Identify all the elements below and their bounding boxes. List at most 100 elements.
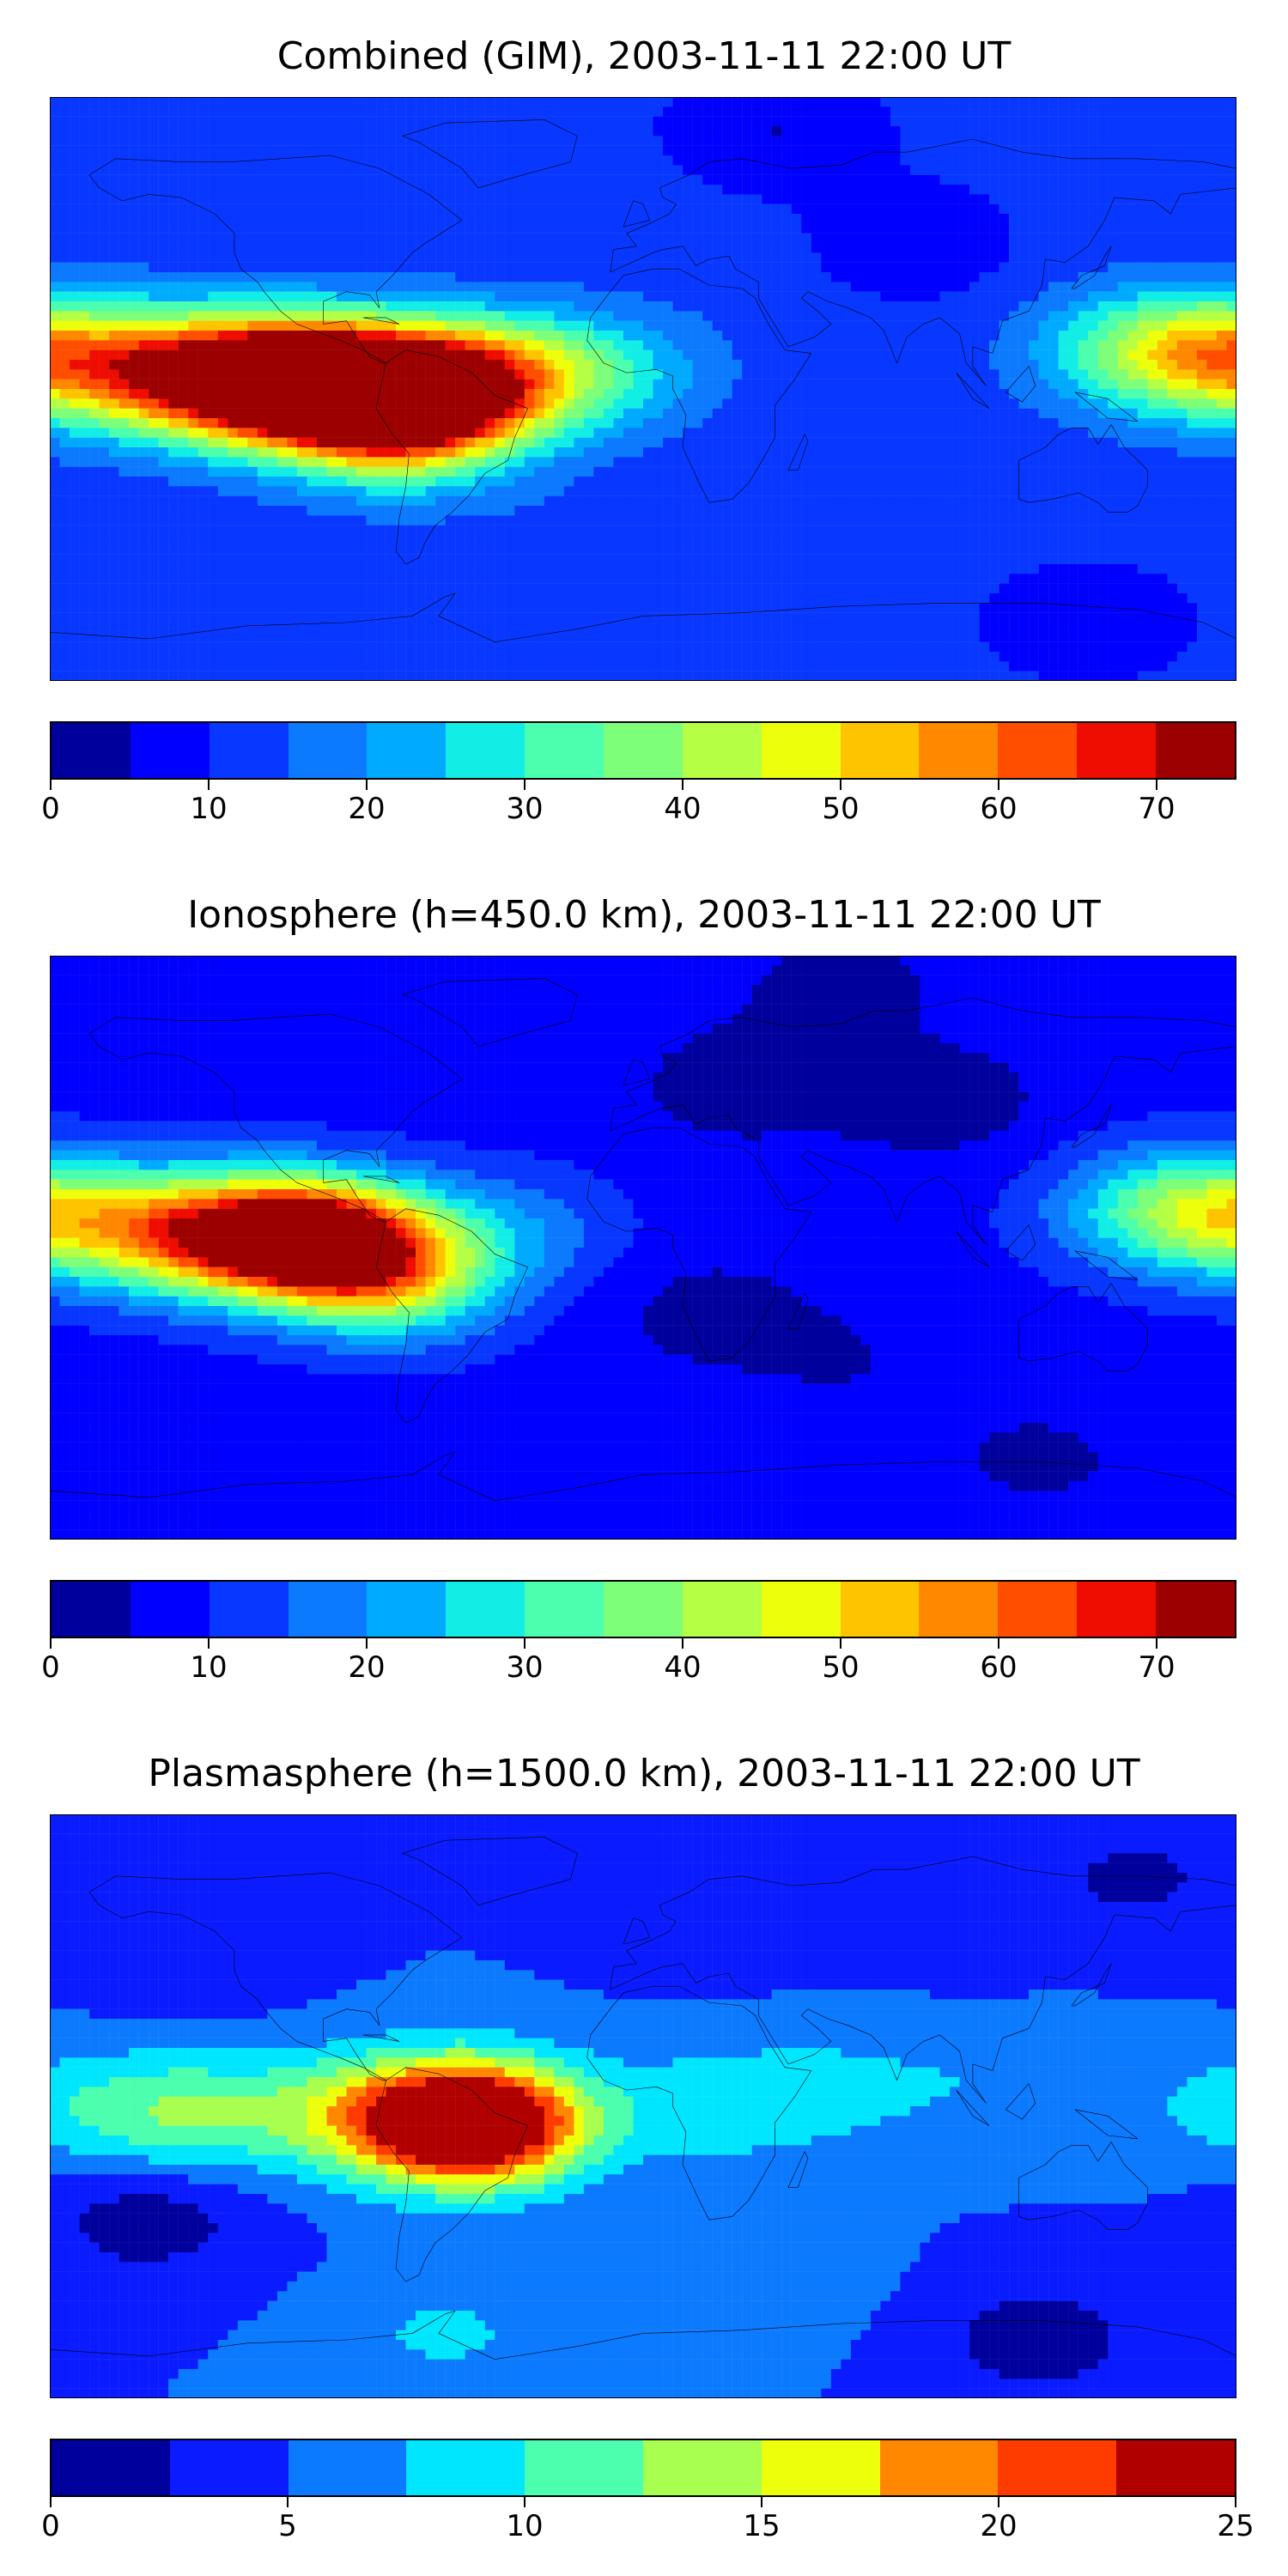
contour-cell bbox=[514, 477, 525, 487]
contour-cell bbox=[1009, 174, 1019, 185]
contour-cell bbox=[1167, 185, 1178, 195]
contour-cell bbox=[307, 291, 318, 302]
contour-cell bbox=[158, 369, 169, 380]
contour-cell bbox=[1038, 486, 1049, 496]
contour-cell bbox=[396, 126, 406, 137]
contour-cell bbox=[287, 214, 298, 224]
contour-cell bbox=[999, 389, 1010, 399]
contour-cell bbox=[692, 349, 703, 361]
contour-cell bbox=[138, 457, 149, 467]
contour-cell bbox=[129, 389, 139, 399]
contour-cell bbox=[197, 408, 209, 419]
contour-cell bbox=[989, 233, 999, 244]
contour-cell bbox=[692, 136, 703, 146]
contour-cell bbox=[979, 291, 990, 302]
contour-cell bbox=[1176, 437, 1188, 448]
contour-cell bbox=[544, 136, 555, 146]
contour-cell bbox=[1127, 477, 1139, 487]
contour-cell bbox=[880, 398, 891, 409]
contour-cell bbox=[405, 243, 416, 253]
contour-cell bbox=[356, 408, 367, 419]
contour-cell bbox=[405, 331, 416, 341]
contour-cell bbox=[149, 97, 159, 107]
contour-cell bbox=[544, 447, 555, 458]
contour-cell bbox=[228, 301, 239, 312]
contour-cell bbox=[158, 447, 169, 458]
contour-cell bbox=[445, 360, 456, 370]
contour-cell bbox=[850, 185, 861, 195]
contour-cell bbox=[1206, 486, 1218, 496]
contour-cell bbox=[821, 185, 832, 195]
contour-cell bbox=[989, 272, 999, 283]
contour-cell bbox=[989, 311, 999, 321]
contour-cell bbox=[1038, 116, 1049, 127]
contour-cell bbox=[1097, 136, 1109, 146]
contour-cell bbox=[534, 136, 545, 146]
contour-cell bbox=[257, 136, 268, 146]
contour-cell bbox=[316, 379, 327, 390]
contour-cell bbox=[672, 495, 683, 507]
contour-cell bbox=[613, 214, 624, 224]
contour-cell bbox=[959, 272, 970, 283]
contour-cell bbox=[841, 301, 852, 312]
contour-cell bbox=[1029, 252, 1039, 263]
contour-cell bbox=[672, 185, 683, 195]
contour-cell bbox=[781, 389, 792, 399]
contour-cell bbox=[1216, 437, 1227, 448]
contour-cell bbox=[366, 340, 377, 350]
contour-cell bbox=[742, 233, 752, 244]
contour-cell bbox=[791, 243, 802, 253]
contour-cell bbox=[445, 252, 456, 263]
contour-cell bbox=[296, 340, 307, 350]
contour-cell bbox=[860, 155, 872, 166]
contour-cell bbox=[296, 223, 307, 234]
contour-cell bbox=[900, 486, 911, 496]
contour-cell bbox=[830, 369, 841, 380]
contour-cell bbox=[435, 106, 446, 117]
contour-cell bbox=[1108, 126, 1118, 137]
contour-cell bbox=[742, 340, 752, 350]
contour-cell bbox=[920, 116, 931, 127]
contour-cell bbox=[287, 301, 298, 312]
contour-cell bbox=[1176, 116, 1188, 127]
contour-cell bbox=[841, 145, 852, 156]
contour-cell bbox=[781, 223, 792, 234]
contour-cell bbox=[1058, 136, 1069, 146]
contour-cell bbox=[257, 126, 268, 137]
contour-cell bbox=[208, 282, 218, 292]
contour-cell bbox=[396, 252, 406, 263]
contour-cell bbox=[514, 340, 525, 350]
contour-cell bbox=[683, 437, 693, 448]
contour-cell bbox=[603, 116, 614, 127]
contour-cell bbox=[850, 466, 861, 477]
contour-cell bbox=[702, 145, 713, 156]
contour-cell bbox=[860, 262, 872, 273]
contour-cell bbox=[762, 165, 772, 175]
contour-cell bbox=[633, 447, 644, 458]
contour-cell bbox=[307, 447, 318, 458]
contour-cell bbox=[692, 204, 703, 215]
contour-cell bbox=[1018, 165, 1030, 175]
contour-cell bbox=[70, 466, 80, 477]
contour-cell bbox=[376, 408, 386, 419]
contour-cell bbox=[751, 457, 762, 467]
contour-cell bbox=[188, 360, 198, 370]
contour-cell bbox=[1048, 126, 1059, 137]
contour-cell bbox=[613, 349, 624, 361]
contour-cell bbox=[1018, 437, 1030, 448]
contour-cell bbox=[672, 418, 683, 428]
contour-cell bbox=[593, 466, 605, 477]
contour-cell bbox=[643, 97, 653, 107]
contour-cell bbox=[197, 272, 209, 283]
contour-cell bbox=[356, 282, 367, 292]
contour-cell bbox=[208, 136, 218, 146]
contour-cell bbox=[346, 126, 357, 137]
contour-cell bbox=[70, 126, 80, 137]
contour-cell bbox=[99, 165, 110, 175]
contour-cell bbox=[1127, 106, 1139, 117]
contour-cell bbox=[257, 155, 268, 166]
contour-cell bbox=[1078, 233, 1089, 244]
contour-cell bbox=[663, 106, 673, 117]
contour-cell bbox=[138, 126, 149, 137]
contour-cell bbox=[1137, 214, 1148, 224]
